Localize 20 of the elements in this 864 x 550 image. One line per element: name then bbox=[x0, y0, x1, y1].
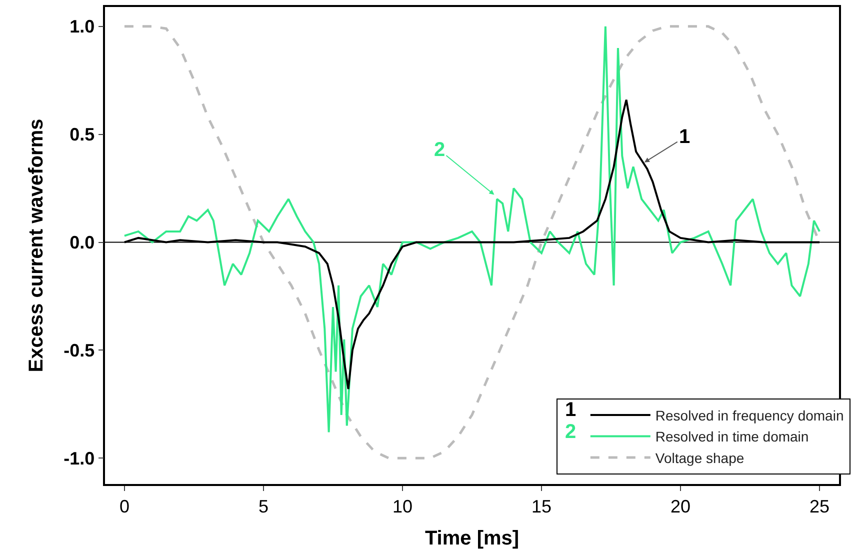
x-tick-label: 0 bbox=[119, 496, 130, 516]
x-tick-label: 10 bbox=[392, 496, 413, 516]
y-tick-label: 1.0 bbox=[70, 16, 95, 37]
annotation: 2 bbox=[565, 421, 576, 443]
legend-label: Resolved in frequency domain bbox=[655, 408, 844, 424]
y-tick-label: -1.0 bbox=[64, 448, 95, 468]
y-axis-title: Excess current waveforms bbox=[26, 118, 48, 372]
x-tick-label: 20 bbox=[670, 496, 691, 516]
y-tick-label: 0.5 bbox=[70, 124, 95, 145]
legend-label: Resolved in time domain bbox=[655, 428, 809, 445]
x-tick-label: 5 bbox=[258, 496, 268, 516]
annotation: 1 bbox=[679, 126, 690, 148]
y-tick-label: -0.5 bbox=[64, 340, 95, 360]
legend-label: Voltage shape bbox=[655, 450, 744, 466]
x-tick-label: 15 bbox=[531, 496, 552, 516]
x-axis-title: Time [ms] bbox=[424, 527, 520, 550]
x-tick-label: 25 bbox=[810, 496, 830, 516]
annotation: 2 bbox=[434, 139, 446, 161]
annotation: 1 bbox=[565, 399, 576, 421]
y-tick-label: 0.0 bbox=[70, 232, 95, 253]
